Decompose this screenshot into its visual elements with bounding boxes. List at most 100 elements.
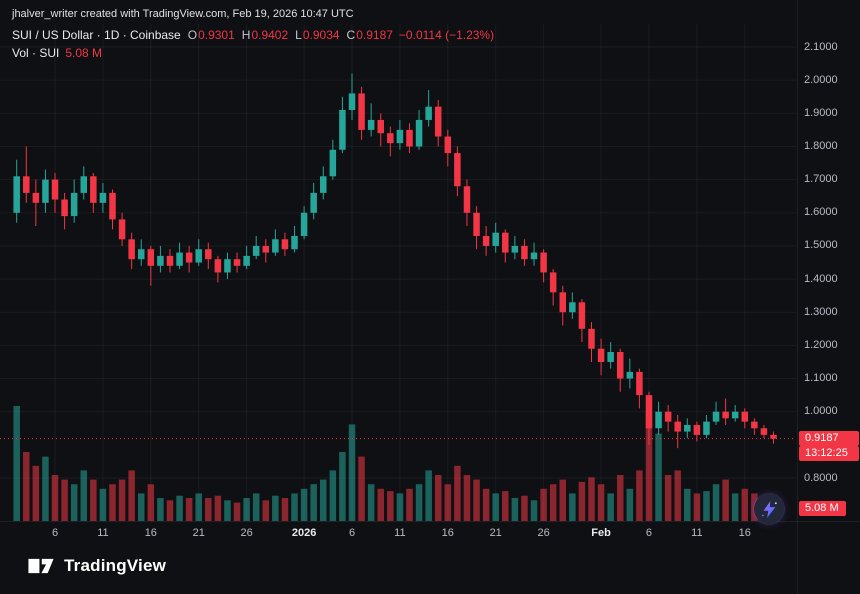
candle-body [243, 255, 250, 266]
high-label: H [241, 28, 251, 42]
volume-bar [80, 470, 88, 521]
volume-bar [377, 488, 384, 521]
candle-body [51, 179, 59, 200]
candle-body [482, 235, 490, 246]
candles-layer [13, 73, 777, 449]
candle-body [348, 93, 356, 110]
volume-bar [367, 484, 375, 521]
reaction-button[interactable] [754, 494, 784, 524]
volume-bar [70, 484, 78, 521]
time-axis-label: 21 [192, 527, 205, 539]
volume-bar [463, 475, 471, 521]
candle-body [712, 411, 720, 422]
candle-body [588, 328, 595, 349]
volume-bar [166, 500, 174, 521]
price-axis-label: 1.5000 [804, 239, 838, 252]
candle-body [760, 428, 768, 435]
volume-bar [99, 488, 107, 521]
candle-body [463, 186, 471, 213]
price-axis-label: 1.7000 [804, 173, 838, 186]
candle-body [703, 421, 710, 435]
volume-bar [13, 406, 20, 521]
candle-body [655, 411, 662, 429]
time-axis-label: 16 [144, 527, 157, 539]
volume-bar [310, 484, 317, 521]
chart-legend: SUI / US Dollar · 1D · Coinbase O 0.9301 … [12, 26, 494, 62]
candle-body [42, 179, 49, 203]
volume-bar [434, 475, 442, 521]
candle-body [300, 212, 308, 236]
candle-body [684, 424, 691, 432]
volume-bar [396, 493, 404, 521]
candle-body [722, 411, 729, 419]
volume-bar [454, 465, 461, 521]
candle-body [99, 192, 107, 203]
price-axis-label: 1.9000 [804, 106, 838, 119]
volume-bar [626, 488, 634, 521]
price-axis-separator [797, 0, 798, 594]
time-axis-label: 11 [394, 527, 406, 539]
candle-body [444, 136, 452, 154]
candle-body [492, 232, 499, 246]
volume-bar [722, 479, 729, 521]
volume-bar [109, 484, 116, 521]
candle-body [578, 302, 586, 329]
candle-body [770, 434, 777, 439]
candle-body [540, 252, 547, 273]
candle-body [751, 421, 758, 429]
candle-body [549, 272, 557, 293]
grid-layer [0, 24, 796, 521]
time-axis-label: 26 [537, 527, 550, 539]
price-axis-label: 1.4000 [804, 272, 838, 285]
candle-body [23, 176, 30, 193]
close-value: 0.9187 [356, 28, 393, 42]
volume-bar [214, 495, 222, 521]
volume-bar [415, 484, 423, 521]
volume-bar [233, 502, 241, 521]
candle-body [205, 249, 212, 260]
tradingview-logo[interactable]: TradingView [26, 555, 166, 577]
price-axis-label: 1.0000 [804, 405, 838, 418]
candle-body [521, 245, 528, 260]
volume-bar [549, 484, 557, 521]
open-value: 0.9301 [198, 28, 235, 42]
volume-bar [195, 493, 202, 521]
candle-body [473, 212, 480, 236]
volume-bar [559, 479, 567, 521]
volume-bar [32, 465, 40, 521]
volume-bar [674, 470, 681, 521]
volume-bar [425, 470, 432, 521]
volume-bar [530, 500, 538, 521]
close-label: C [346, 28, 356, 42]
volume-bar [205, 498, 212, 521]
candle-body [674, 421, 681, 432]
candle-body [233, 259, 241, 266]
time-axis-label: 6 [348, 527, 356, 539]
volume-bar [731, 493, 739, 521]
candle-body [454, 153, 461, 187]
candle-body [367, 119, 375, 130]
candle-body [61, 199, 68, 217]
candle-body [80, 176, 88, 193]
time-axis-label: 2026 [291, 527, 317, 539]
time-axis-label: 16 [738, 527, 751, 539]
candle-body [415, 119, 423, 147]
time-axis-label: 6 [51, 527, 59, 539]
volume-bar [684, 488, 691, 521]
candle-body [118, 219, 126, 240]
volume-bar [185, 498, 193, 521]
volume-bar [90, 479, 97, 521]
volume-bar [569, 493, 576, 521]
candle-body [434, 106, 442, 137]
candle-body [693, 424, 701, 435]
volume-bar [645, 410, 653, 521]
volume-value: 5.08 M [65, 46, 103, 60]
candle-body [70, 192, 78, 217]
candle-body [272, 239, 279, 253]
candle-body [176, 252, 183, 266]
candle-body [731, 411, 739, 419]
candle-body [607, 352, 614, 362]
volume-bar [291, 493, 298, 521]
